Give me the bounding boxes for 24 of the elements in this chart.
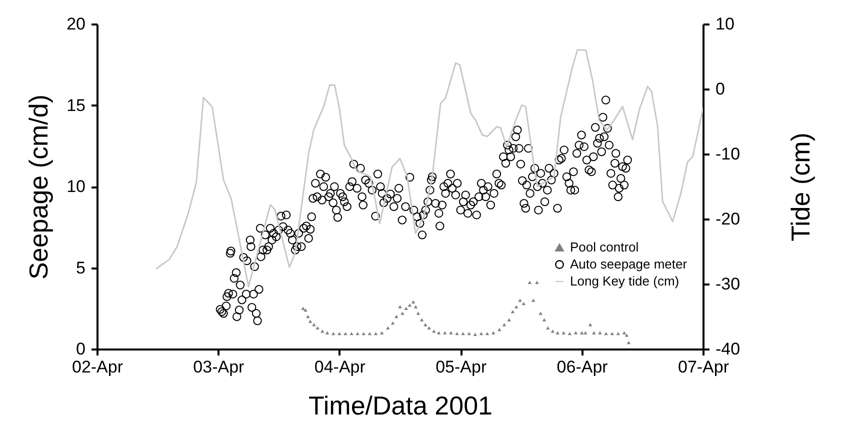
y-tick-label: 10 bbox=[66, 177, 86, 196]
y2-tick-label: -20 bbox=[716, 210, 740, 228]
x-tick-label: 05-Apr bbox=[436, 358, 487, 376]
x-tick-label: 03-Apr bbox=[193, 358, 245, 376]
legend-label: Long Key tide (cm) bbox=[570, 274, 680, 288]
x-tick-label: 02-Apr bbox=[72, 358, 124, 376]
y2-tick-label: -40 bbox=[716, 340, 740, 358]
x-tick-label: 06-Apr bbox=[556, 358, 608, 376]
y-axis-title: Seepage (cm/d) bbox=[24, 94, 54, 280]
y2-tick-label: -30 bbox=[716, 274, 740, 294]
x-tick-label: 04-Apr bbox=[314, 358, 366, 376]
y-tick-label: 0 bbox=[76, 340, 86, 358]
y2-axis-title: Tide (cm) bbox=[786, 132, 816, 242]
legend-label: Auto seepage meter bbox=[570, 256, 688, 272]
y2-tick-label: -10 bbox=[716, 144, 740, 164]
x-axis-title: Time/Data 2001 bbox=[308, 390, 493, 420]
x-tick-label: 07-Apr bbox=[678, 358, 730, 376]
y2-tick-label: 0 bbox=[716, 80, 725, 98]
y2-tick-label: 10 bbox=[716, 14, 734, 34]
y-tick-label: 5 bbox=[76, 258, 86, 278]
line-series bbox=[156, 49, 703, 288]
y-tick-label: 20 bbox=[66, 14, 86, 34]
y-tick-label: 15 bbox=[66, 96, 86, 115]
legend-label: Pool control bbox=[570, 240, 639, 254]
